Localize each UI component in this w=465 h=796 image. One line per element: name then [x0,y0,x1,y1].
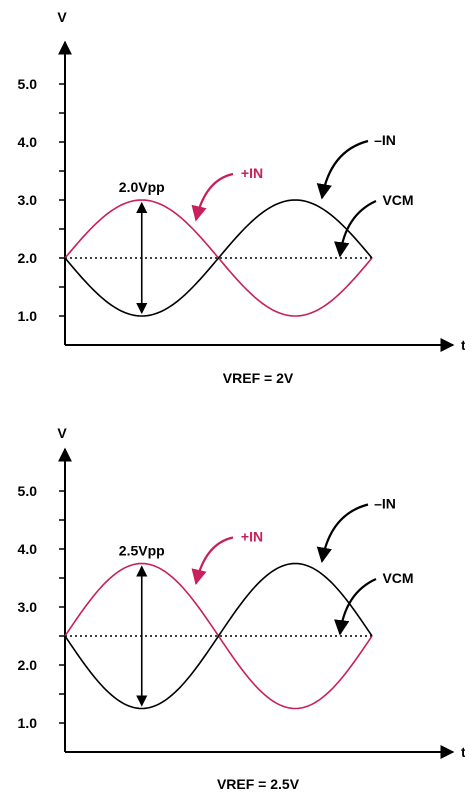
chart-caption: VREF = 2V [223,370,294,386]
series-plus-in-label: +IN [241,165,263,181]
y-tick-label: 3.0 [18,192,38,208]
plus-in-arrow [191,536,234,586]
y-tick-label: 2.0 [18,250,38,266]
series-vcm-label: VCM [382,570,413,586]
y-tick-label: 4.0 [18,541,38,557]
series-minus-in-label: –IN [374,132,396,148]
y-tick-label: 5.0 [18,483,38,499]
chart-panel-2: Vt 1.0 2.0 3.0 4.0 5.0 2.5Vpp +IN –IN VCM VREF = 2… [18,425,465,792]
chart-caption: VREF = 2.5V [217,776,300,792]
series-plus-in-label: +IN [241,529,263,545]
series-vcm-label: VCM [382,192,413,208]
y-axis-title: V [57,9,67,25]
vcm-arrow [334,199,377,258]
vpp-label: 2.0Vpp [119,179,165,195]
minus-in-arrow [316,503,369,564]
plus-in-arrow [191,172,234,222]
x-axis-title: t [461,337,465,353]
y-tick-label: 1.0 [18,715,38,731]
series-minus-in-label: –IN [374,496,396,512]
chart-panel-1: Vt 1.0 2.0 3.0 4.0 5.0 2.0Vpp +IN –IN VCM VREF = 2… [18,9,465,386]
y-tick-label: 3.0 [18,599,38,615]
vpp-label: 2.5Vpp [119,543,165,559]
series-minus-in-line [64,199,373,317]
y-tick-label: 1.0 [18,308,38,324]
y-tick-label: 4.0 [18,134,38,150]
vcm-arrow [334,577,377,636]
y-axis-title: V [57,425,67,441]
x-axis-title: t [461,744,465,760]
y-tick-label: 2.0 [18,657,38,673]
series-minus-in-line [64,562,373,710]
y-tick-label: 5.0 [18,76,38,92]
minus-in-arrow [316,139,369,200]
